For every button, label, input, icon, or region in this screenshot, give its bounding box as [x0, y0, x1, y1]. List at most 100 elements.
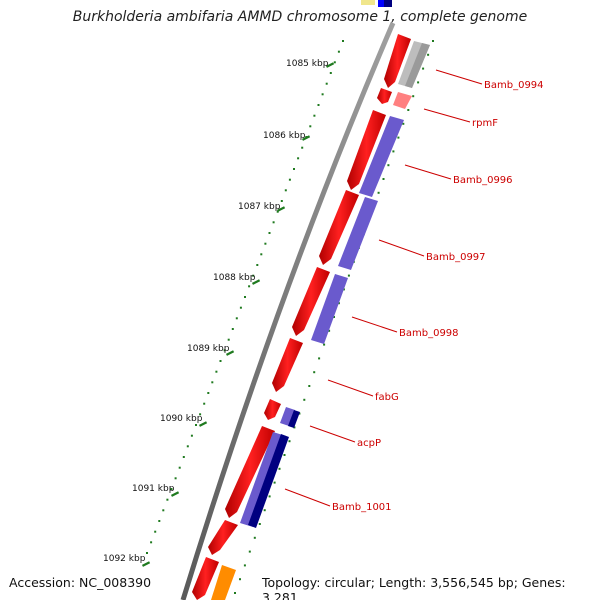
gene-label-group[interactable]: Bamb_0996	[404, 164, 513, 186]
cds-arrow[interactable]	[384, 34, 411, 88]
cds-arrow[interactable]	[225, 426, 275, 518]
gene-label[interactable]: fabG	[375, 392, 399, 403]
gene-feature-track	[211, 41, 430, 600]
scale-tick-label: 1091 kbp	[132, 484, 175, 494]
feature-dot	[333, 316, 335, 318]
gene-feature-block[interactable]	[280, 407, 295, 426]
feature-dot	[422, 67, 425, 70]
scale-dot	[223, 349, 226, 352]
cds-arrow[interactable]	[319, 190, 359, 265]
feature-dot	[427, 53, 430, 56]
scale-dot	[231, 328, 234, 330]
gene-label[interactable]: acpP	[357, 438, 381, 449]
scale-dot	[239, 306, 242, 309]
scale-dot	[203, 402, 206, 405]
scale-dot	[195, 424, 197, 426]
feature-dot	[313, 371, 316, 374]
scale-tick: 1087 kbp	[238, 202, 286, 212]
scale-tick-label: 1087 kbp	[238, 202, 281, 212]
gene-label-group[interactable]: Bamb_0994	[435, 69, 544, 91]
partial-feature-dark-blue[interactable]	[384, 0, 392, 7]
cds-arrow[interactable]	[192, 557, 219, 600]
gene-label-leader	[284, 488, 331, 507]
scale-dot	[252, 274, 255, 277]
gene-feature-block[interactable]	[338, 197, 378, 270]
feature-dot	[397, 136, 400, 139]
scale-dot	[333, 61, 336, 64]
backbone-line	[180, 22, 396, 600]
scale-dot	[248, 285, 251, 288]
scale-dot	[227, 338, 230, 341]
scale-dot	[293, 168, 295, 170]
scale-tick: 1088 kbp	[213, 273, 261, 285]
feature-dot	[243, 564, 246, 567]
gene-label[interactable]: Bamb_0997	[426, 252, 486, 263]
gene-label[interactable]: Bamb_0994	[484, 80, 544, 91]
cds-arrow[interactable]	[264, 399, 281, 420]
gene-label[interactable]: Bamb_0996	[453, 175, 513, 186]
gene-label-group[interactable]: rpmF	[423, 108, 498, 129]
scale-dot	[174, 477, 177, 480]
scale-dot	[150, 541, 153, 544]
gene-label-group[interactable]: Bamb_0997	[378, 239, 486, 263]
gene-label[interactable]: rpmF	[472, 118, 498, 129]
scale-tick-mark	[170, 491, 180, 497]
trna-feature-block[interactable]	[393, 92, 412, 109]
feature-dot	[248, 550, 251, 553]
gene-feature-block[interactable]	[359, 116, 404, 197]
genome-summary-text: Topology: circular; Length: 3,556,545 bp…	[262, 575, 566, 600]
cds-arrow[interactable]	[272, 338, 303, 392]
scale-dot	[325, 82, 328, 85]
scale-dot	[264, 242, 267, 245]
feature-dot	[268, 495, 271, 498]
cds-arrow[interactable]	[292, 267, 330, 336]
gene-label[interactable]: Bamb_1001	[332, 502, 392, 513]
scale-dot	[329, 72, 332, 74]
scale-tick-mark	[325, 62, 335, 68]
scale-tick-label: 1092 kbp	[103, 554, 146, 564]
scale-dot	[178, 466, 181, 469]
scale-dot	[309, 125, 312, 128]
scale-dot	[321, 93, 324, 96]
partial-feature-yellow[interactable]	[361, 0, 375, 5]
gene-label[interactable]: Bamb_0998	[399, 328, 459, 339]
gene-label-group[interactable]: acpP	[309, 425, 381, 449]
cds-arrow[interactable]	[377, 88, 392, 104]
scale-dot	[235, 317, 238, 320]
feature-dot	[323, 343, 326, 346]
feature-dot	[303, 398, 306, 401]
gene-feature-block[interactable]	[311, 274, 348, 344]
gene-label-group[interactable]: fabG	[327, 379, 399, 403]
gene-label-leader	[309, 425, 356, 443]
cds-arrow[interactable]	[347, 110, 386, 190]
feature-dot	[239, 578, 241, 581]
scale-dot	[301, 146, 304, 149]
feature-dot	[342, 288, 345, 291]
scale-dot	[297, 157, 300, 160]
gene-feature-block-dark[interactable]	[288, 410, 300, 428]
gene-label-group[interactable]: Bamb_0998	[351, 316, 459, 339]
feature-dot	[283, 454, 286, 456]
feature-dot	[273, 481, 276, 484]
gene-feature-block-dark[interactable]	[248, 434, 289, 528]
feature-dot	[377, 191, 380, 194]
gene-label-leader	[378, 239, 425, 257]
feature-dot	[432, 40, 434, 42]
top-partial-features	[361, 0, 392, 7]
scale-tick-label: 1089 kbp	[187, 344, 230, 354]
cds-arrow[interactable]	[208, 520, 238, 555]
scale-dot	[182, 456, 185, 458]
tick-dots	[146, 40, 344, 554]
gene-label-group[interactable]: Bamb_1001	[284, 488, 392, 513]
accession-text: Accession: NC_008390	[9, 575, 152, 590]
scale-dot	[288, 178, 291, 181]
feature-dot	[263, 509, 266, 512]
map-title: Burkholderia ambifaria AMMD chromosome 1…	[72, 9, 528, 25]
scale-dot	[207, 392, 210, 394]
gene-label-leader	[351, 316, 398, 333]
gene-feature-block-orange[interactable]	[211, 565, 236, 600]
unknown-feature-shade	[405, 43, 430, 88]
scale-ticks: 1085 kbp 1086 kbp 1087 kbp 1088 kbp 1089…	[103, 59, 335, 567]
cds-track	[192, 34, 411, 600]
scale-dot	[284, 189, 287, 192]
